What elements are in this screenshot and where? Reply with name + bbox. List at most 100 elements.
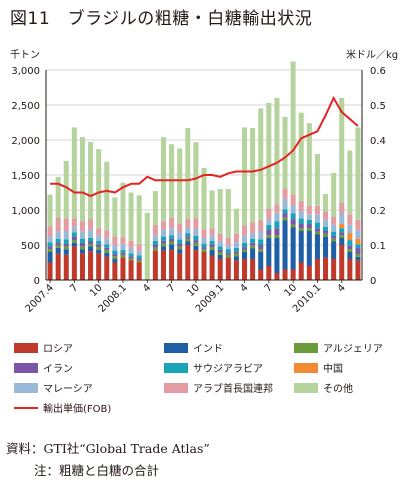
- bar-segment: [266, 102, 272, 209]
- y-tick-label: 2,500: [11, 101, 40, 112]
- bar-segment: [160, 250, 166, 280]
- price-line: [50, 95, 359, 198]
- bar-segment: [193, 249, 199, 280]
- bar-segment: [201, 249, 207, 252]
- bar-segment: [47, 252, 53, 263]
- bar-segment: [250, 233, 256, 239]
- bar-segment: [128, 260, 134, 280]
- bar-segment: [201, 229, 207, 238]
- bar-segment: [193, 235, 199, 241]
- y2-tick-label: 0.4: [370, 136, 386, 147]
- bar-segment: [266, 224, 272, 230]
- y-tick-label: 3,000: [11, 66, 40, 77]
- bar-segment: [55, 242, 61, 245]
- bar-segment: [298, 112, 304, 201]
- bar-segment: [331, 235, 337, 239]
- bar-segment: [290, 219, 296, 225]
- y2-tick-label: 0.6: [370, 66, 386, 77]
- stacked-bars: [47, 61, 361, 280]
- bar-segment: [290, 227, 296, 270]
- bar-segment: [201, 243, 207, 248]
- bar-segment: [217, 249, 223, 252]
- bar-segment: [347, 233, 353, 241]
- legend-label: 輸出単価(FOB): [43, 404, 112, 415]
- bar-segment: [160, 240, 166, 244]
- bar-segment: [193, 242, 199, 246]
- bar-segment: [55, 217, 61, 232]
- bar-segment: [314, 222, 320, 229]
- bar-segment: [136, 251, 142, 256]
- bar-segment: [314, 205, 320, 215]
- y-tick-label: 1,500: [11, 171, 40, 182]
- bar-segment: [314, 259, 320, 280]
- bar-segment: [209, 240, 215, 245]
- bar-segment: [177, 239, 183, 244]
- bar-segment: [225, 189, 231, 238]
- bar-segment: [112, 245, 118, 251]
- bar-segment: [160, 236, 166, 241]
- bar-segment: [55, 238, 61, 243]
- bar-segment: [55, 231, 61, 239]
- bar-segment: [233, 256, 239, 261]
- bar-segment: [128, 240, 134, 248]
- bar-segment: [185, 238, 191, 242]
- bar-segment: [185, 236, 191, 239]
- bar-segment: [209, 228, 215, 236]
- bar-segment: [339, 224, 345, 229]
- bar-segment: [112, 236, 118, 245]
- bar-segment: [185, 227, 191, 234]
- bar-segment: [160, 221, 166, 230]
- bar-segment: [47, 226, 53, 237]
- bar-segment: [290, 213, 296, 220]
- bar-segment: [323, 257, 329, 280]
- bar-segment: [79, 231, 85, 239]
- legend-label: その他: [323, 384, 353, 395]
- legend-swatch: [14, 362, 38, 373]
- bar-segment: [96, 235, 102, 241]
- bar-segment: [160, 137, 166, 222]
- bar-segment: [136, 258, 142, 261]
- bar-segment: [298, 224, 304, 229]
- legend-item: アルジェリア: [294, 340, 383, 355]
- bar-segment: [290, 205, 296, 214]
- bar-segment: [55, 253, 61, 280]
- bar-segment: [177, 253, 183, 280]
- bar-segment: [347, 252, 353, 259]
- bar-segment: [306, 214, 312, 220]
- bar-segment: [88, 219, 94, 230]
- bar-segment: [185, 128, 191, 220]
- bar-segment: [306, 228, 312, 231]
- bar-segment: [71, 242, 77, 247]
- bar-segment: [201, 247, 207, 250]
- bar-segment: [209, 255, 215, 280]
- bar-segment: [250, 242, 256, 246]
- bar-segment: [266, 208, 272, 220]
- bar-segment: [96, 247, 102, 250]
- bar-segment: [152, 245, 158, 248]
- bar-segment: [63, 161, 69, 219]
- left-axis-ticks: 0 500 1,000 1,500 2,000 2,500 3,000: [11, 66, 40, 287]
- bar-segment: [104, 161, 110, 231]
- bar-segment: [160, 246, 166, 251]
- bar-segment: [55, 177, 61, 218]
- bar-segment: [71, 240, 77, 243]
- bar-segment: [266, 219, 272, 225]
- y-tick-label: 0: [34, 276, 40, 287]
- footnote: 注：粗糖と白糖の合計: [34, 463, 160, 478]
- bar-segment: [339, 238, 345, 245]
- bar-segment: [323, 219, 329, 227]
- bar-segment: [282, 188, 288, 199]
- bar-segment: [79, 137, 85, 222]
- bar-segment: [169, 217, 175, 229]
- bar-segment: [355, 219, 361, 231]
- bar-segment: [233, 208, 239, 234]
- bar-segment: [347, 249, 353, 252]
- bar-segment: [347, 150, 353, 215]
- bar-segment: [152, 247, 158, 251]
- legend-item: マレーシア: [14, 380, 93, 395]
- bar-segment: [331, 259, 337, 280]
- bar-segment: [314, 228, 320, 232]
- bar-segment: [233, 247, 239, 252]
- price-polyline: [50, 95, 359, 198]
- bar-segment: [169, 249, 175, 280]
